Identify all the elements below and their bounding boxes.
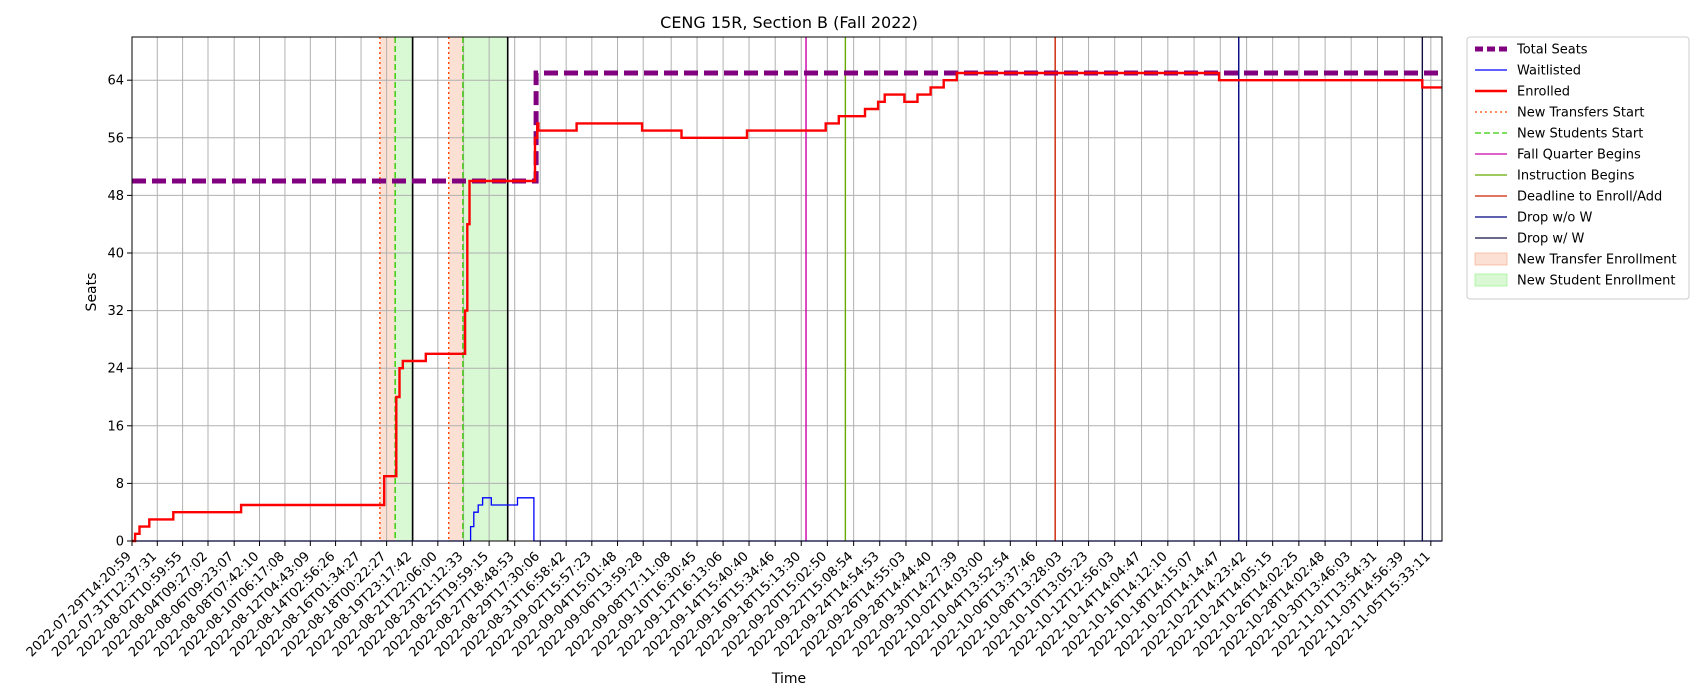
y-axis-label: Seats [84, 273, 100, 312]
plot-frame [131, 36, 1443, 542]
y-tick-label: 32 [107, 304, 124, 319]
date-marker-lines [379, 37, 1424, 541]
legend-label: Total Seats [1516, 43, 1588, 58]
grid [131, 37, 1442, 542]
span-new-student-enrollment [395, 37, 413, 541]
legend-label: New Transfers Start [1517, 106, 1644, 121]
legend-label: Deadline to Enroll/Add [1517, 190, 1662, 205]
legend-label: New Transfer Enrollment [1517, 253, 1677, 268]
span-new-transfer-enrollment [379, 37, 396, 541]
series-line-waitlisted [132, 497, 1442, 542]
legend-swatch [1474, 252, 1508, 266]
data-series [132, 70, 1442, 543]
legend-label: Instruction Begins [1517, 169, 1635, 184]
span-new-transfer-enrollment [448, 37, 463, 541]
legend-label: Fall Quarter Begins [1517, 148, 1641, 163]
y-tick-label: 64 [107, 74, 124, 89]
legend-box [1466, 36, 1690, 300]
y-tick-label: 24 [107, 362, 124, 377]
y-tick-label: 56 [107, 131, 124, 146]
y-tick-label: 48 [107, 189, 124, 204]
enrollment-window-spans [379, 37, 508, 541]
y-tick-label: 16 [107, 419, 124, 434]
legend-label: Waitlisted [1517, 64, 1581, 79]
legend-label: New Students Start [1517, 127, 1643, 142]
axes: 08162432404856642022-07-29T14:20:592022-… [24, 36, 1443, 660]
series-line-total-seats [132, 70, 1442, 184]
y-tick-label: 0 [116, 535, 124, 550]
series-line-enrolled [132, 71, 1442, 543]
legend-label: Drop w/ W [1517, 232, 1585, 247]
x-axis-label: Time [771, 671, 806, 687]
legend-label: Enrolled [1517, 85, 1570, 100]
legend-label: New Student Enrollment [1517, 274, 1675, 289]
legend: Total Seats Waitlisted Enrolled New Transfe… [1466, 36, 1690, 300]
chart-title: CENG 15R, Section B (Fall 2022) [660, 13, 918, 32]
y-tick-label: 40 [107, 247, 124, 262]
legend-swatch [1474, 273, 1508, 287]
span-new-student-enrollment [462, 37, 508, 541]
y-tick-label: 8 [116, 477, 124, 492]
legend-label: Drop w/o W [1517, 211, 1593, 226]
